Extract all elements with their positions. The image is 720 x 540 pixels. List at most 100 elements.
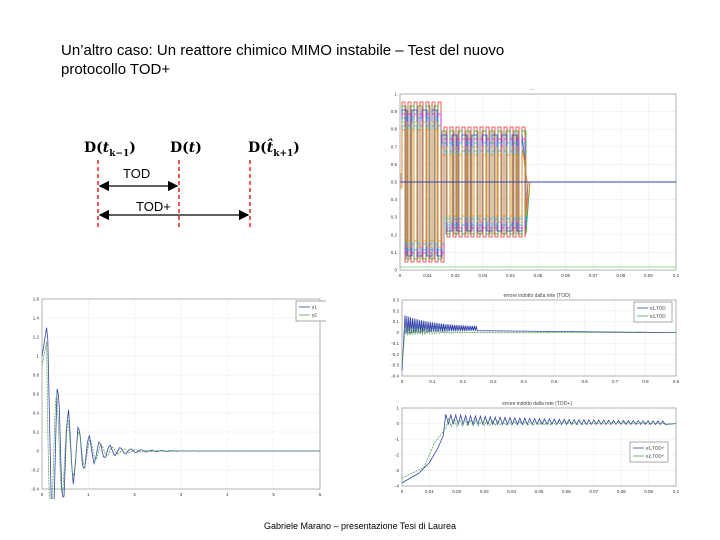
- x-tick-label: 4: [226, 492, 229, 497]
- x-tick-label: 0: [401, 379, 404, 384]
- y-tick-label: 0.6: [33, 392, 40, 397]
- y-tick-label: 0: [36, 449, 39, 454]
- y-tick-label: 0.5: [391, 180, 398, 185]
- y-tick-label: -0.4: [31, 487, 39, 492]
- tod-plus-label: TOD+: [136, 199, 171, 214]
- y-tick-label: 0.4: [33, 411, 40, 416]
- y-tick-label: 1: [36, 354, 39, 359]
- legend-box: [629, 441, 669, 463]
- chart-top-right: ... 0 0.01 0.02 0.03 0.04 0.05 0.06 0.07 0.08 0.0…: [372, 80, 682, 288]
- y-tick-label: 1.6: [33, 297, 40, 302]
- x-tick-label: 0.9: [673, 379, 680, 384]
- y-tick-label: 0.1: [391, 250, 398, 255]
- x-tick-label: 0.5: [551, 379, 558, 384]
- legend-box: [295, 300, 326, 322]
- x-tick-label: 0.01: [423, 273, 432, 278]
- y-tick-label: 0.8: [33, 373, 40, 378]
- chart-title: ...: [530, 86, 534, 92]
- x-tick-label: 0.04: [506, 273, 515, 278]
- x-tick-label: 0.6: [582, 379, 589, 384]
- y-tick-label: 0.2: [393, 308, 400, 313]
- x-tick-label: 0.8: [642, 379, 649, 384]
- y-tick-label: 0.8: [391, 127, 398, 132]
- y-tick-label: -0.2: [391, 352, 399, 357]
- x-tick-label: 0.05: [534, 273, 543, 278]
- legend-label: e2,TOD: [650, 314, 666, 319]
- x-tick-label: 0.05: [535, 489, 544, 494]
- y-tick-label: -4: [395, 484, 399, 489]
- y-tick-label: 0.9: [391, 109, 398, 114]
- series-e2-todplus: [401, 417, 677, 479]
- y-tick-label: 1.4: [33, 316, 40, 321]
- label-d-tk+1: D(t̂k+1): [248, 137, 300, 159]
- slide-title: Un’altro caso: Un reattore chimico MIMO …: [61, 41, 581, 79]
- x-tick-label: 2: [133, 492, 136, 497]
- x-tick-label: 0.03: [478, 273, 487, 278]
- x-tick-label: 0.1: [673, 273, 680, 278]
- legend-label: e1,TOD+: [646, 446, 665, 451]
- x-tick-label: 0.08: [617, 489, 626, 494]
- x-tick-label: 0.01: [425, 489, 434, 494]
- x-tick-label: 0.07: [589, 273, 598, 278]
- x-tick-label: 0.02: [452, 489, 461, 494]
- y-tick-label: -0.2: [31, 468, 39, 473]
- control-signal: [400, 125, 676, 245]
- legend-box: [633, 301, 673, 323]
- y-tick-label: -0.3: [391, 363, 399, 368]
- x-tick-label: 0.06: [562, 489, 571, 494]
- x-tick-label: 0.08: [616, 273, 625, 278]
- x-tick-label: 0.04: [507, 489, 516, 494]
- y-tick-label: 0.1: [393, 319, 400, 324]
- y-tick-label: 1.2: [33, 335, 40, 340]
- y-tick-label: 0.2: [33, 430, 40, 435]
- x-tick-label: 0.4: [521, 379, 528, 384]
- x-tick-label: 0.06: [561, 273, 570, 278]
- title-line-1: Un’altro caso: Un reattore chimico MIMO …: [61, 42, 505, 59]
- y-tick-label: 0: [396, 330, 399, 335]
- x-tick-label: 6: [319, 492, 322, 497]
- footer-text: Gabriele Marano – presentazione Tesi di …: [264, 521, 456, 531]
- x-tick-label: 3: [180, 492, 183, 497]
- y-tick-label: 1: [396, 406, 399, 411]
- y-tick-label: 0.7: [391, 144, 398, 149]
- x-tick-label: 0.7: [612, 379, 619, 384]
- y-tick-label: 0: [394, 268, 397, 273]
- x-tick-label: 0.07: [589, 489, 598, 494]
- chart-mid-right: errore indotto dalla rete (TOD) 0 0.1 0.2 0…: [372, 290, 682, 390]
- title-line-2: protocollo TOD+: [61, 61, 171, 78]
- legend-label: e2,TOD+: [646, 454, 665, 459]
- x-tick-label: 0.1: [429, 379, 436, 384]
- x-tick-label: 0.1: [673, 489, 680, 494]
- legend-label: y1: [312, 305, 317, 310]
- x-tick-label: 0.3: [490, 379, 497, 384]
- y-tick-label: 0: [396, 421, 399, 426]
- y-tick-label: -3: [395, 468, 399, 473]
- x-tick-label: 0.09: [644, 489, 653, 494]
- series-e1-tod: [401, 315, 677, 371]
- legend-label: y2: [312, 313, 317, 318]
- y-tick-label: 0.4: [391, 197, 398, 202]
- control-signal: [400, 105, 676, 260]
- x-tick-label: 0.02: [451, 273, 460, 278]
- y-tick-label: 0.2: [391, 232, 398, 237]
- series-y2: [41, 341, 320, 499]
- label-d-t: D(t): [170, 140, 202, 156]
- x-tick-label: 0: [399, 273, 402, 278]
- series-e1-todplus: [401, 413, 677, 484]
- chart-title: errore indotto dalla rete (TOD): [504, 293, 571, 299]
- y-tick-label: -0.1: [391, 341, 399, 346]
- y-tick-label: -2: [395, 452, 399, 457]
- timing-diagram: D(tk−1) D(t) D(t̂k+1) TOD TOD+: [84, 137, 300, 228]
- y-tick-label: 0.3: [393, 298, 400, 303]
- x-tick-label: 0.03: [480, 489, 489, 494]
- y-tick-label: 0.6: [391, 162, 398, 167]
- y-tick-label: 0.3: [391, 215, 398, 220]
- chart-title: errore indotto dalla rete (TOD+): [502, 401, 572, 407]
- x-tick-label: 0: [401, 489, 404, 494]
- chart-bottom-left: 0 1 2 3 4 5 6 1.6 1.4 1.2 1 0.8 0.6 0.4 0.2 0 -0.2 -0.4 y…: [30, 293, 326, 499]
- control-signal: [400, 117, 676, 251]
- y-tick-label: -0.4: [391, 374, 399, 379]
- control-signal: [400, 129, 676, 242]
- x-tick-label: 0: [41, 492, 44, 497]
- tod-label: TOD: [123, 166, 150, 181]
